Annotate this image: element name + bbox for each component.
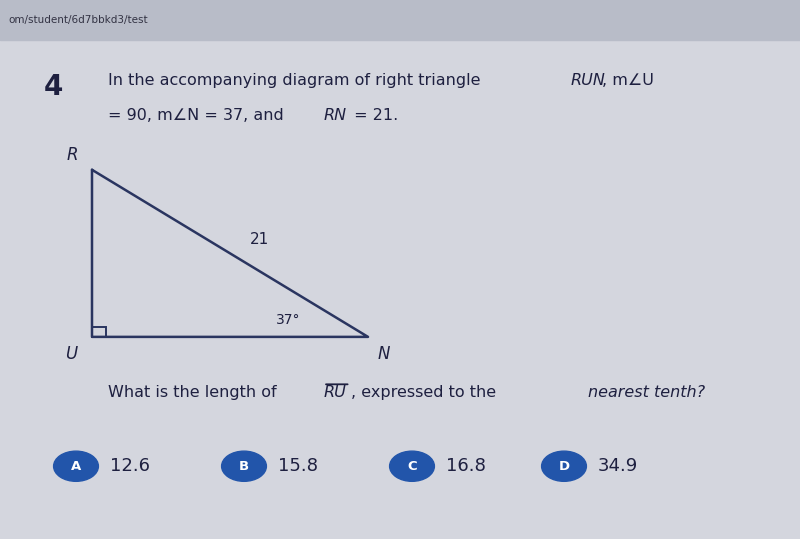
Text: 21: 21 (250, 232, 270, 247)
Text: = 21.: = 21. (349, 108, 398, 123)
Text: 16.8: 16.8 (446, 457, 486, 475)
Text: = 90, m∠N = 37, and: = 90, m∠N = 37, and (108, 108, 289, 123)
Text: nearest tenth?: nearest tenth? (588, 385, 705, 400)
Text: 4: 4 (44, 73, 63, 101)
Text: What is the length of: What is the length of (108, 385, 282, 400)
Text: R: R (66, 147, 78, 164)
Text: N: N (378, 345, 390, 363)
Text: 12.6: 12.6 (110, 457, 150, 475)
Text: A: A (71, 460, 81, 473)
Text: RUN: RUN (570, 73, 606, 88)
Text: , expressed to the: , expressed to the (351, 385, 502, 400)
Circle shape (222, 451, 266, 481)
Text: In the accompanying diagram of right triangle: In the accompanying diagram of right tri… (108, 73, 486, 88)
Circle shape (390, 451, 434, 481)
Text: , m∠U: , m∠U (602, 73, 654, 88)
Text: B: B (239, 460, 249, 473)
Bar (0, 0, 800, 40)
Bar (92, 327, 106, 337)
Circle shape (54, 451, 98, 481)
Text: C: C (407, 460, 417, 473)
Text: RN: RN (323, 108, 346, 123)
Text: 37°: 37° (275, 313, 300, 327)
Text: RU: RU (324, 385, 347, 400)
Text: om/student/6d7bbkd3/test: om/student/6d7bbkd3/test (8, 15, 148, 25)
Text: 34.9: 34.9 (598, 457, 638, 475)
Text: 15.8: 15.8 (278, 457, 318, 475)
Text: U: U (66, 345, 78, 363)
Circle shape (542, 451, 586, 481)
Text: D: D (558, 460, 570, 473)
